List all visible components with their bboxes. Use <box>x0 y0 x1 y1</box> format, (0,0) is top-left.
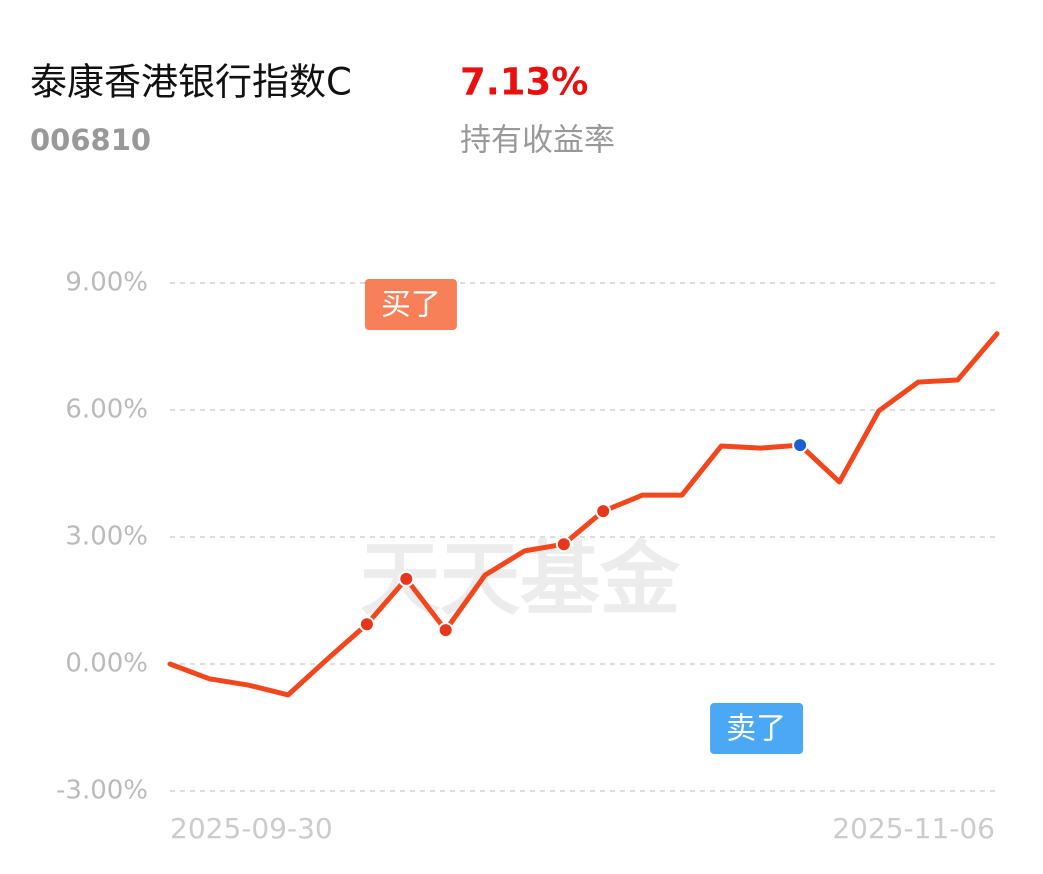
buy-tag <box>364 279 457 330</box>
buy-label: 买了 <box>381 288 441 323</box>
fund-title: 泰康香港银行指数C <box>30 61 352 104</box>
trade-dot <box>358 616 375 633</box>
y-tick-label: 0.00% <box>65 649 148 679</box>
trade-dot <box>555 536 572 553</box>
x-tick-label: 2025-09-30 <box>170 812 333 845</box>
trade-dot <box>437 622 454 639</box>
fund-code: 006810 <box>30 123 151 157</box>
trade-dot <box>398 570 415 587</box>
x-tick-label: 2025-11-06 <box>832 812 995 845</box>
return-label: 持有收益率 <box>460 123 615 159</box>
y-tick-label: 9.00% <box>65 268 148 298</box>
y-tick-label: 6.00% <box>65 395 148 425</box>
sell-dot <box>792 437 809 454</box>
sell-tag <box>710 703 804 754</box>
return-value: 7.13% <box>460 61 588 104</box>
y-tick-label: 3.00% <box>65 522 148 552</box>
series-line <box>167 331 1000 698</box>
sell-label: 卖了 <box>726 712 786 747</box>
y-tick-label: -3.00% <box>56 776 148 806</box>
trade-dot <box>595 503 612 520</box>
